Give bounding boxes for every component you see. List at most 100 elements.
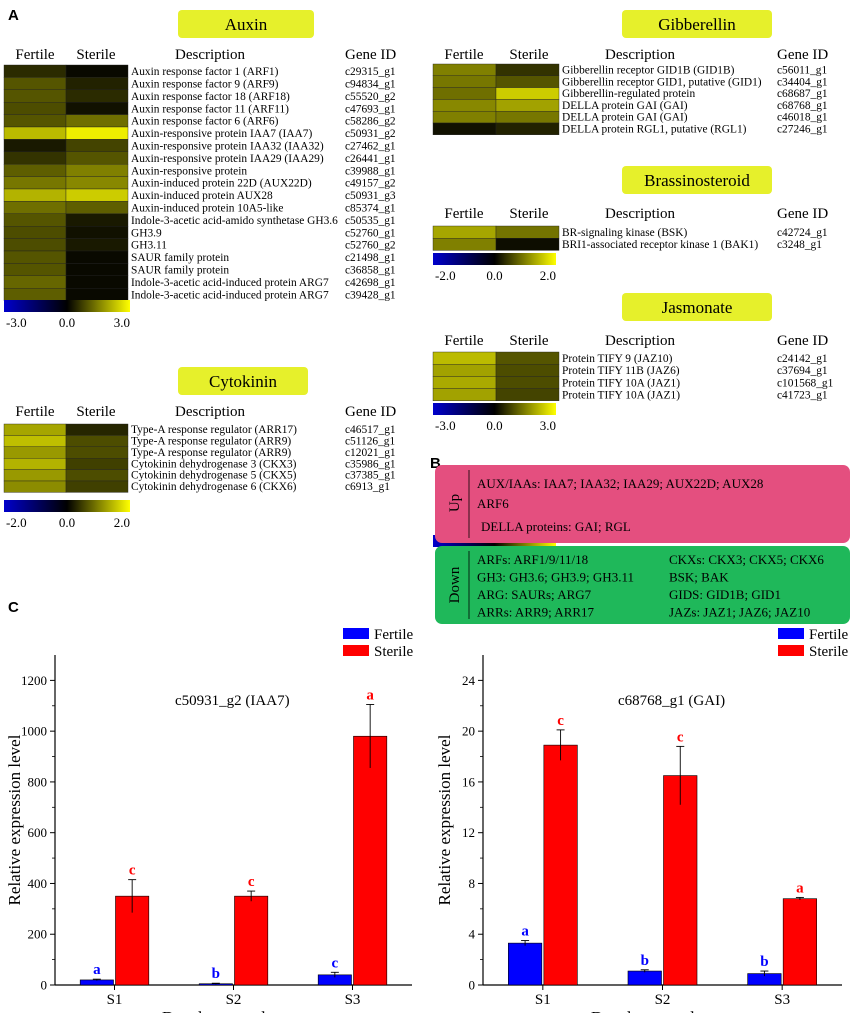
down-right-line: CKXs: CKX3; CKX5; CKX6: [669, 552, 824, 567]
gene-id: c46517_g1: [345, 424, 396, 436]
heat-cell-sterile: [65, 163, 129, 177]
gene-id: c49157_g2: [345, 178, 396, 190]
gene-id: c24142_g1: [777, 353, 828, 365]
heat-cell-fertile: [3, 188, 67, 202]
sterile-bar: [234, 895, 269, 986]
heat-cell-sterile: [65, 238, 129, 252]
gene-description: DELLA protein GAI (GAI): [562, 100, 688, 112]
heat-cell-sterile: [65, 469, 129, 482]
heat-cell-fertile: [3, 139, 67, 152]
panel-label-a: A: [8, 7, 19, 24]
x-axis-label: Developmental stage: [162, 1008, 305, 1013]
down-right-line: BSK; BAK: [669, 570, 729, 585]
gene-id: c52760_g1: [345, 227, 396, 239]
scale-min-label: -2.0: [6, 515, 27, 530]
heat-cell-sterile: [65, 151, 129, 165]
heatmap-auxin: Auxin Fertile Sterile Description Gene ID Aux…: [3, 10, 396, 330]
gene-id: c39428_g1: [345, 289, 396, 301]
col-header-description: Description: [605, 206, 675, 222]
up-line: DELLA proteins: GAI; RGL: [481, 519, 631, 534]
heat-cell-fertile: [3, 288, 67, 301]
heat-cell-fertile: [432, 351, 497, 365]
sterile-bar: [543, 744, 578, 986]
y-tick-label: 12: [462, 825, 475, 840]
significance-letter: c: [129, 863, 136, 879]
heat-cell-sterile: [65, 64, 129, 78]
heat-cell-sterile: [495, 237, 560, 251]
gene-id: c51126_g1: [345, 436, 395, 448]
col-header-gene-id: Gene ID: [345, 404, 396, 420]
heat-cell-sterile: [65, 201, 129, 214]
heat-cell-sterile: [65, 435, 129, 447]
heat-cell-fertile: [3, 263, 67, 276]
heat-cell-sterile: [495, 110, 560, 124]
sterile-bar: [782, 898, 817, 986]
x-tick-label: S1: [535, 992, 551, 1008]
heat-cell-fertile: [3, 275, 67, 289]
heat-cell-fertile: [432, 388, 497, 402]
col-header-description: Description: [605, 47, 675, 63]
gene-description: Protein TIFY 10A (JAZ1): [562, 377, 680, 389]
title-badge: [622, 166, 772, 194]
gene-description: Gibberellin receptor GID1B (GID1B): [562, 65, 735, 77]
heat-cell-sterile: [495, 388, 560, 402]
significance-letter: a: [93, 962, 101, 978]
heat-cell-fertile: [3, 435, 67, 447]
heat-cell-fertile: [432, 63, 497, 77]
gene-id: c35986_g1: [345, 458, 396, 470]
heat-cell-sterile: [65, 480, 129, 493]
scale-min-label: -2.0: [435, 268, 456, 283]
y-tick-label: 0: [469, 978, 476, 993]
gene-description: Protein TIFY 11B (JAZ6): [562, 365, 680, 377]
col-header-description: Description: [175, 47, 245, 63]
heat-cell-fertile: [432, 364, 497, 377]
gene-description: Auxin-responsive protein: [131, 165, 247, 177]
heat-cell-fertile: [3, 238, 67, 252]
gene-description: Cytokinin dehydrogenase 6 (CKX6): [131, 481, 297, 493]
legend-swatch: [778, 645, 804, 656]
gene-id: c42698_g1: [345, 277, 396, 289]
significance-letter: c: [557, 713, 564, 729]
scale-min-label: -3.0: [435, 418, 456, 433]
col-header-gene-id: Gene ID: [777, 333, 828, 349]
heatmap-brassinosteroid: Brassinosteroid Fertile Sterile Description…: [432, 166, 828, 283]
heat-cell-sterile: [65, 139, 129, 152]
y-tick-label: 600: [28, 825, 48, 840]
sterile-bar: [663, 775, 698, 986]
gene-description: Auxin-responsive protein IAA29 (IAA29): [131, 153, 324, 165]
col-header-sterile: Sterile: [509, 47, 548, 63]
heat-cell-fertile: [3, 213, 67, 227]
heat-cell-sterile: [65, 213, 129, 227]
legend-label: Sterile: [809, 644, 848, 660]
heat-cell-sterile: [495, 225, 560, 239]
gene-description: Auxin-induced protein 22D (AUX22D): [131, 178, 312, 190]
scale-max-label: 2.0: [114, 515, 130, 530]
gene-description: Auxin response factor 6 (ARF6): [131, 116, 279, 128]
color-scale-bar: [433, 253, 556, 265]
down-box: [435, 546, 850, 624]
y-axis-label: Relative expression level: [435, 734, 454, 905]
bar-chart-2: 0 4 8 12 16 20 24 S1 a c S2 b c S3 b a c68768_g1 (GAI) De…: [435, 627, 848, 1013]
heat-cell-sterile: [65, 176, 129, 190]
col-header-description: Description: [605, 333, 675, 349]
significance-letter: b: [641, 953, 649, 969]
col-header-fertile: Fertile: [15, 47, 54, 63]
gene-id: c29315_g1: [345, 66, 396, 78]
legend-swatch: [343, 645, 369, 656]
x-tick-label: S3: [345, 992, 361, 1008]
heat-cell-fertile: [3, 446, 67, 459]
gene-description: Cytokinin dehydrogenase 3 (CKX3): [131, 458, 297, 470]
heat-cell-sterile: [495, 99, 560, 112]
gene-id: c34404_g1: [777, 76, 828, 88]
gene-description: DELLA protein GAI (GAI): [562, 112, 688, 124]
gene-id: c94834_g1: [345, 79, 396, 91]
heat-cell-fertile: [3, 250, 67, 264]
gene-id: c47693_g1: [345, 103, 396, 115]
heat-cell-fertile: [432, 237, 497, 251]
gene-id: c39988_g1: [345, 165, 396, 177]
heat-cell-sterile: [65, 288, 129, 301]
summary-down: Down ARFs: ARF1/9/11/18 GH3: GH3.6; GH3.9;…: [435, 546, 850, 624]
heat-cell-sterile: [495, 376, 560, 389]
x-tick-label: S1: [107, 992, 123, 1008]
